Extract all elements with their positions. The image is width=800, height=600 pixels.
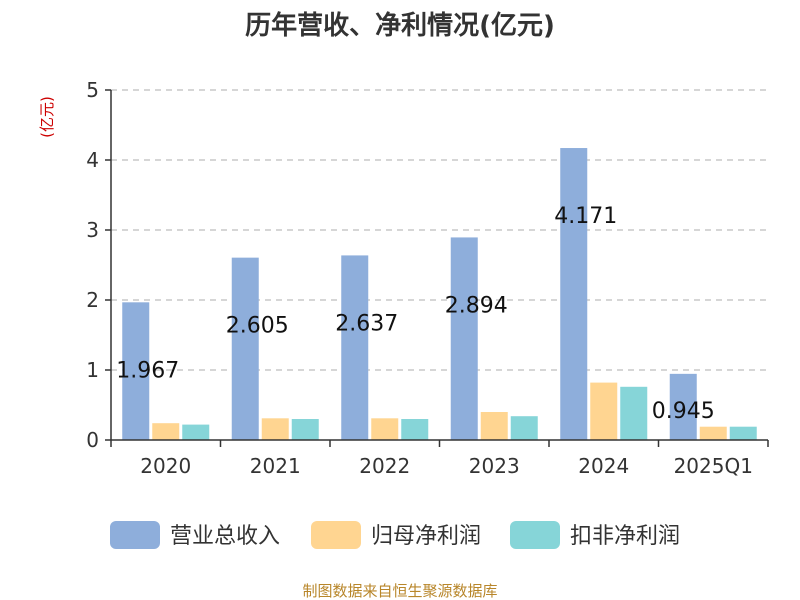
x-tick-label: 2023 [469, 454, 520, 478]
x-tick-label: 2024 [578, 454, 629, 478]
bar-net-profit [480, 412, 508, 440]
gridlines [111, 89, 768, 371]
y-tick-label: 1 [86, 358, 99, 382]
bar-net-profit [371, 418, 399, 440]
bar-deducted-net-profit [510, 416, 538, 440]
data-label: 2.894 [445, 293, 508, 318]
data-label: 1.967 [116, 358, 179, 383]
y-axis-unit-label: (亿元) [38, 96, 56, 138]
y-tick-label: 0 [86, 428, 99, 452]
bar-deducted-net-profit [620, 386, 648, 440]
legend-swatch [311, 521, 361, 549]
bar-net-profit [261, 418, 289, 440]
y-tick-label: 2 [86, 288, 99, 312]
legend-label: 扣非净利润 [570, 524, 680, 549]
bar-revenue [450, 237, 478, 440]
data-label: 2.637 [335, 311, 398, 336]
source-caption: 制图数据来自恒生聚源数据库 [302, 582, 497, 600]
bar-deducted-net-profit [729, 426, 757, 440]
bar-net-profit [699, 426, 727, 440]
data-labels: 1.967 2.605 2.637 2.894 4.171 0.945 [116, 204, 714, 424]
legend-label: 营业总收入 [170, 524, 280, 549]
legend: 营业总收入 归母净利润 扣非净利润 [110, 521, 680, 549]
x-tick-label: 2025Q1 [674, 454, 753, 478]
bar-deducted-net-profit [401, 419, 429, 440]
legend-label: 归母净利润 [371, 524, 481, 549]
bar-revenue [341, 255, 369, 440]
x-tick-label: 2020 [140, 454, 191, 478]
legend-swatch [510, 521, 560, 549]
x-axis-ticks: 2020 2021 2022 2023 2024 2025Q1 [110, 440, 769, 478]
x-tick-label: 2022 [359, 454, 410, 478]
bar-deducted-net-profit [291, 419, 319, 440]
bar-revenue [231, 257, 259, 440]
data-label: 0.945 [652, 399, 715, 424]
y-tick-label: 4 [86, 148, 99, 172]
data-label: 2.605 [226, 314, 289, 339]
bar-deducted-net-profit [182, 424, 210, 440]
bar-revenue [560, 148, 588, 440]
y-tick-label: 5 [86, 78, 99, 102]
bar-revenue [669, 373, 697, 440]
bar-net-profit [152, 423, 180, 440]
bar-net-profit [590, 382, 618, 440]
chart-title: 历年营收、净利情况(亿元) [245, 10, 555, 41]
bar-revenue [122, 302, 150, 440]
x-tick-label: 2021 [250, 454, 301, 478]
legend-swatch [110, 521, 160, 549]
bar-series [122, 148, 757, 440]
data-label: 4.171 [554, 204, 617, 229]
y-tick-label: 3 [86, 218, 99, 242]
y-axis-ticks: 0 1 2 3 4 5 [86, 78, 111, 452]
